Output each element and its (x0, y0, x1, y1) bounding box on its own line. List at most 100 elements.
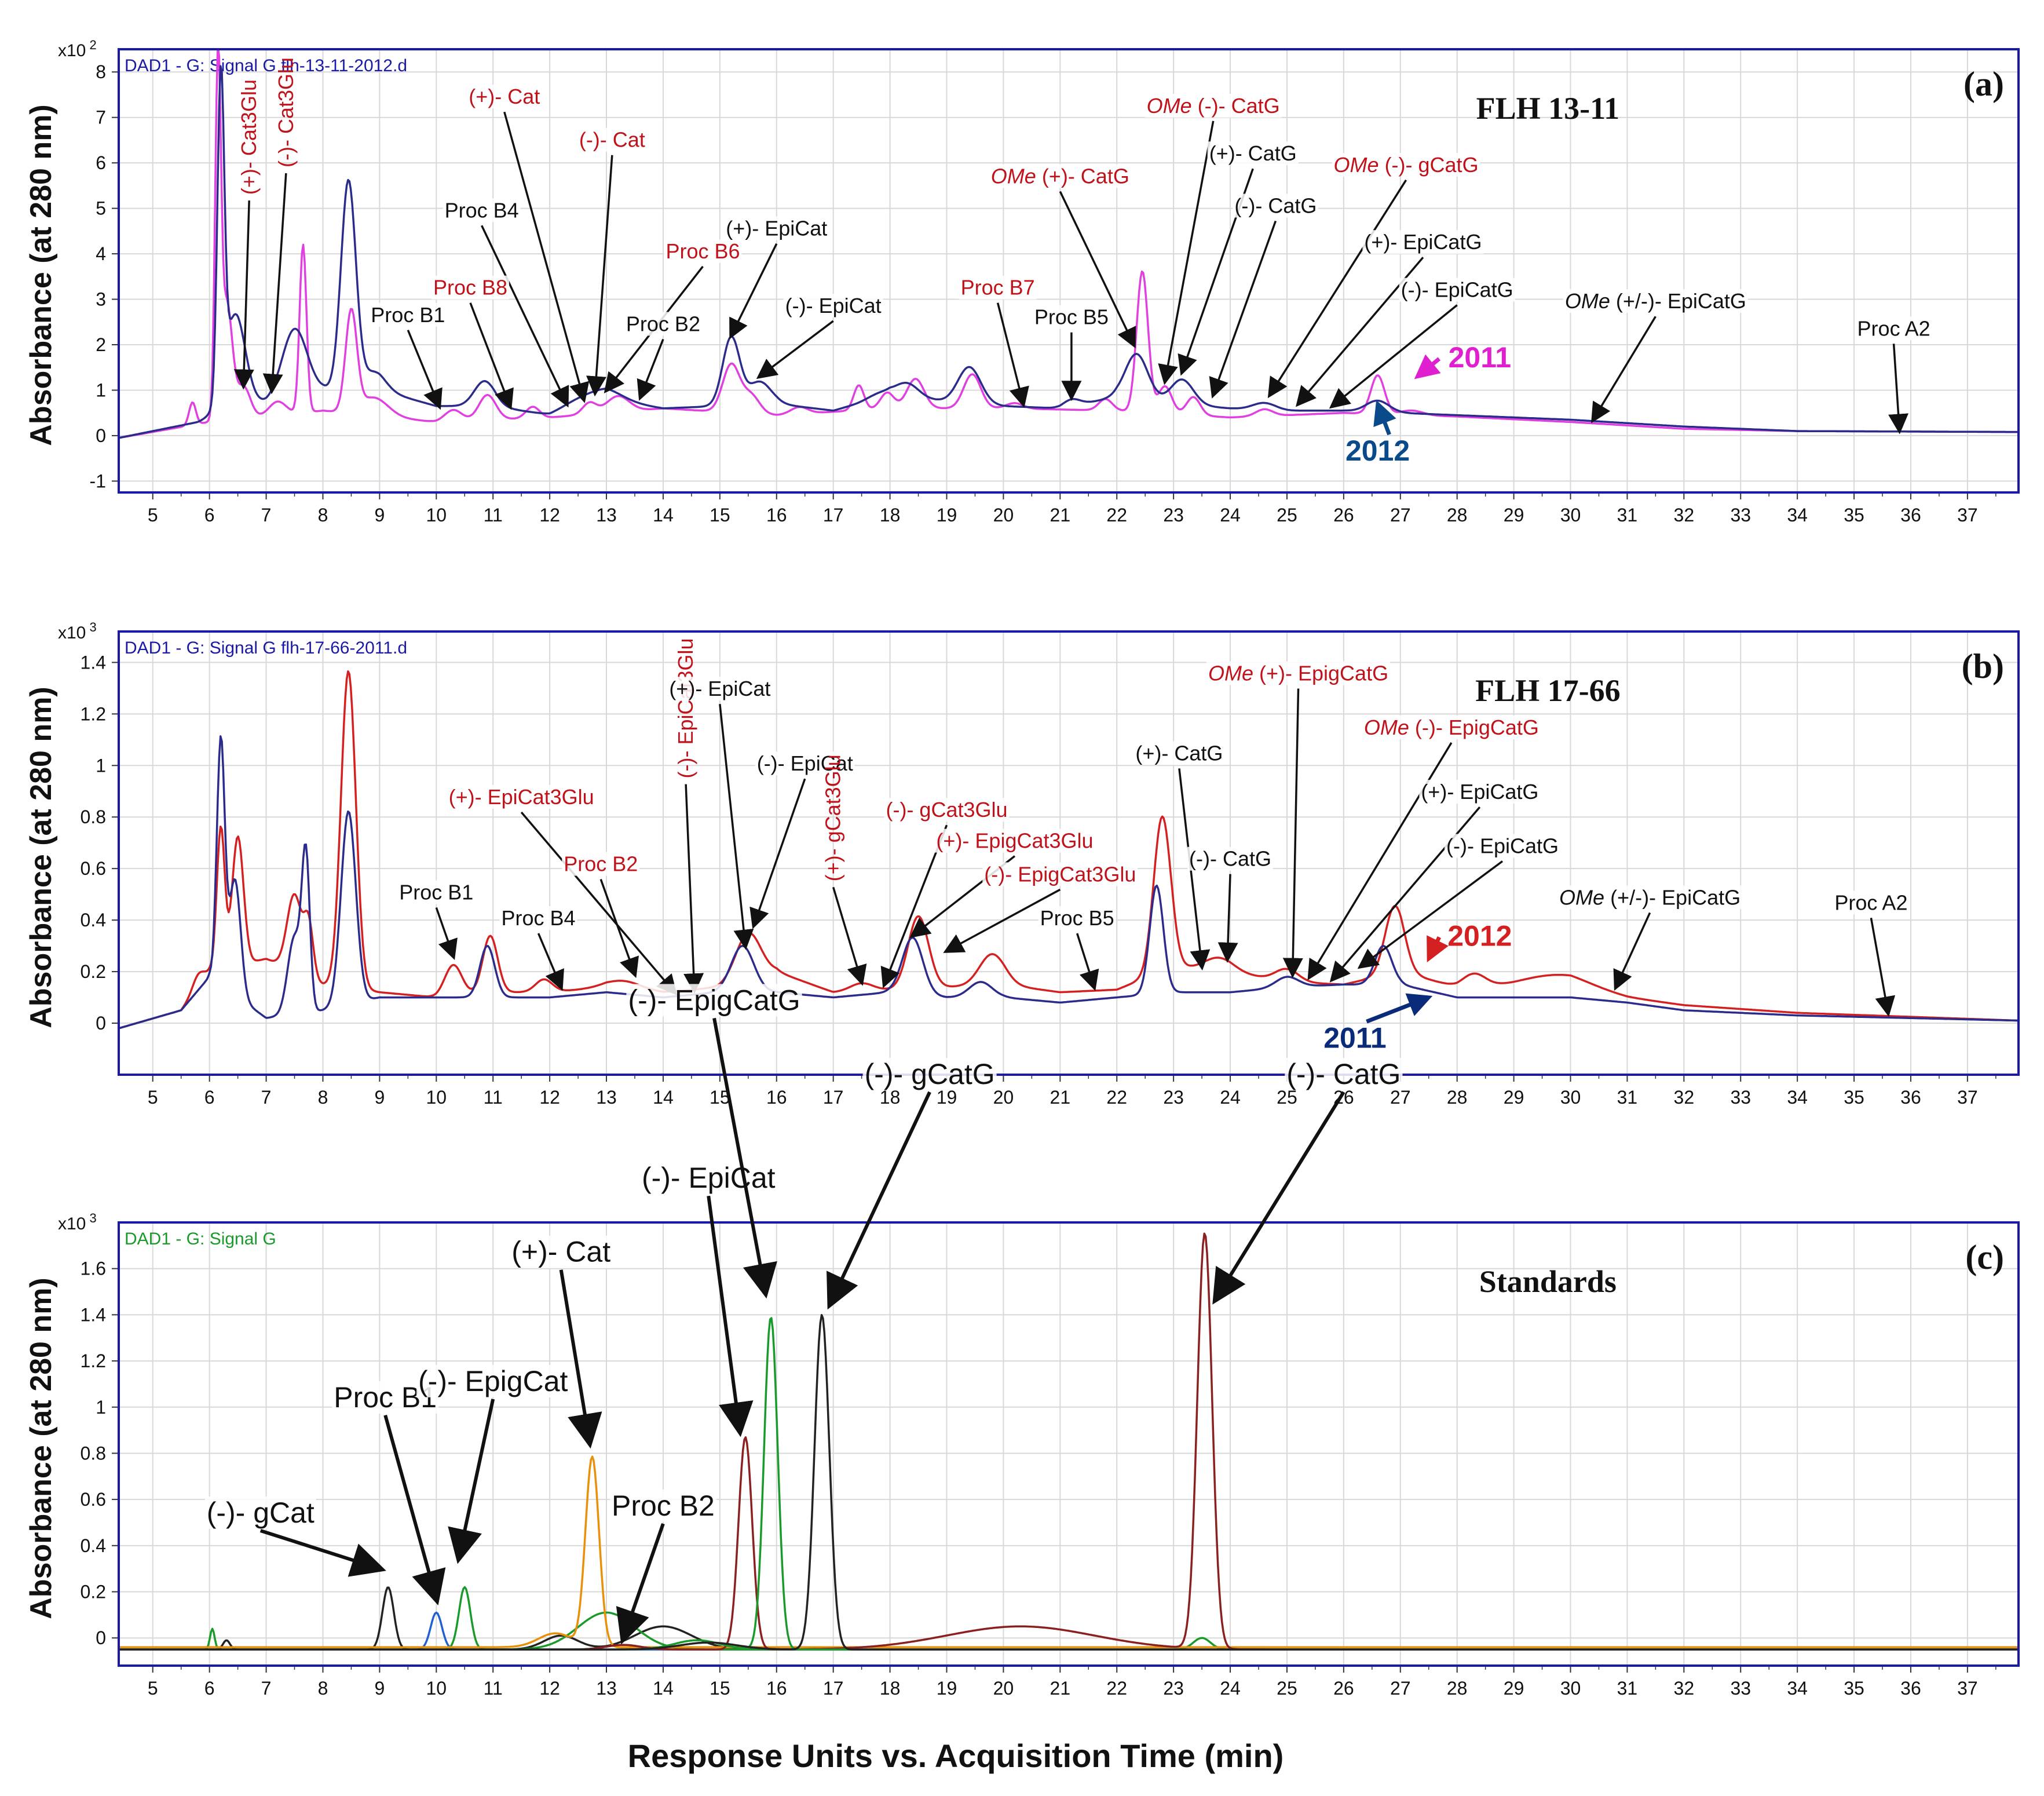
series-group (120, 670, 2017, 1030)
x-tick-label: 9 (374, 505, 385, 525)
peak-label: (+)- gCat3Glu (821, 754, 845, 881)
label-backing (624, 312, 702, 336)
x-tick-label: 5 (148, 505, 158, 525)
x-tick-label: 28 (1447, 1678, 1468, 1699)
annotation-arrow (637, 338, 664, 401)
x-tick-label: 14 (653, 505, 674, 525)
x-tick-label: 24 (1220, 1087, 1241, 1108)
annotation-arrow (435, 907, 458, 961)
y-tick-label: 1.6 (81, 1258, 106, 1279)
x-tick-label: 28 (1447, 1087, 1468, 1108)
signal-header: DAD1 - G: Signal G flh-13-11-2012.d (125, 56, 407, 75)
label-backing (510, 1235, 613, 1268)
annotation-arrow (719, 704, 754, 950)
y-tick-label: 0.4 (81, 910, 106, 930)
x-tick-label: 37 (1957, 1087, 1978, 1108)
peak-label: Proc B6 (666, 239, 740, 263)
x-tick-label: 34 (1787, 1678, 1808, 1699)
label-backing (610, 1490, 716, 1523)
x-tick-label: 18 (880, 1087, 901, 1108)
annotation-arrow (712, 1017, 777, 1299)
x-tick-label: 21 (1050, 1087, 1071, 1108)
label-backing (204, 1496, 316, 1529)
peak-label: OMe (-)- CatG (1147, 94, 1280, 118)
label-backing (626, 984, 802, 1017)
x-tick-label: 36 (1900, 1087, 1921, 1108)
panel-b: 5 6 7 8 9 10 11 12 13 14 15 16 17 18 19 20 21 22 23 24 25 26 2… (24, 620, 2020, 1108)
y-tick-label: 0.2 (81, 961, 106, 982)
label-backing (639, 1162, 777, 1195)
y-axis-label: Absorbance (at 280 nm) (24, 1277, 58, 1619)
label-backing (664, 239, 742, 263)
label-backing (959, 275, 1037, 300)
annotation-arrow (729, 243, 778, 340)
y-tick-label: 0.4 (81, 1535, 106, 1556)
label-backing (862, 1057, 997, 1090)
label-backing (1038, 906, 1116, 930)
series-line-2011 (120, 735, 2017, 1030)
label-backing (934, 828, 1095, 853)
label-backing (467, 85, 542, 109)
annotation-arrow (469, 302, 514, 410)
series-label-arrow (1427, 935, 1449, 963)
x-tick-label: 24 (1220, 505, 1241, 525)
x-tick-label: 32 (1674, 505, 1695, 525)
peak-label: Proc B4 (502, 906, 576, 930)
panel-a: 5 6 7 8 9 10 11 12 13 14 15 16 17 18 19 20 21 22 23 24 25 26 2… (24, 38, 2020, 525)
x-tick-label: 37 (1957, 505, 1978, 525)
x-tick-label: 8 (318, 1087, 328, 1108)
peak-label: Proc B1 (399, 881, 473, 904)
x-tick-label: 8 (318, 1678, 328, 1699)
peak-label: Proc A2 (1834, 890, 1907, 914)
x-tick-label: 32 (1674, 1087, 1695, 1108)
annotation-arrow (383, 1414, 446, 1606)
x-tick-label: 11 (484, 1678, 503, 1699)
peak-label: (+)- Cat (469, 85, 540, 108)
peak-label: Proc B7 (961, 276, 1035, 300)
plot-frame (118, 630, 2020, 1076)
x-tick-label: 17 (823, 1087, 844, 1108)
x-tick-label: 23 (1163, 505, 1184, 525)
peak-label: Proc B1 (371, 303, 445, 327)
series-line--gcatg (120, 1314, 2017, 1651)
y-tick-label: 0.6 (81, 858, 106, 879)
annotation-arrow (407, 330, 443, 410)
plot-frame (118, 48, 2020, 494)
series-year-label: 2012 (1447, 920, 1512, 952)
peak-label: OMe (-)- gCatG (1334, 153, 1479, 177)
y-tick-label: 8 (96, 61, 106, 82)
peak-label: Proc B2 (612, 1490, 715, 1522)
annotation-arrow (1217, 874, 1238, 963)
plot-area (118, 48, 2020, 494)
series-label-arrow (1366, 993, 1433, 1024)
x-tick-label: 25 (1277, 505, 1297, 525)
peak-label: Proc B5 (1034, 305, 1109, 329)
annotation-arrow (1076, 933, 1099, 991)
annotation-arrow (559, 1269, 602, 1449)
label-backing (1187, 846, 1274, 871)
x-tick-label: 34 (1787, 1087, 1808, 1108)
x-tick-label: 27 (1390, 505, 1411, 525)
x-tick-label: 26 (1333, 1678, 1354, 1699)
y-tick-label: 0 (96, 425, 106, 446)
y-tick-label: 1 (96, 755, 106, 776)
annotation-arrow (262, 173, 287, 395)
x-axis: 5 6 7 8 9 10 11 12 13 14 15 16 17 18 19 20 21 22 23 24 25 26 2… (148, 49, 1997, 525)
x-tick-label: 19 (937, 1087, 957, 1108)
plot-frame (118, 1221, 2020, 1667)
label-backing (1133, 741, 1225, 765)
annotations: Proc B1 Proc B4 (+)- EpiCat3Glu Proc B2 (-)-… (397, 638, 1910, 1054)
x-tick-label: 23 (1163, 1087, 1184, 1108)
label-backing (443, 198, 521, 222)
x-tick-label: 6 (204, 505, 215, 525)
x-tick-label: 20 (993, 1678, 1014, 1699)
x-tick-label: 33 (1730, 1087, 1751, 1108)
peak-label: (-)- CatG (1189, 847, 1271, 871)
annotation-arrow (599, 879, 639, 979)
label-backing (432, 275, 510, 300)
y-tick-label: 1.2 (81, 703, 106, 724)
peak-label: OMe (+/-)- EpiCatG (1565, 289, 1746, 313)
label-backing (1285, 1057, 1403, 1090)
peak-label: (-)- EpigCatG (628, 984, 800, 1016)
